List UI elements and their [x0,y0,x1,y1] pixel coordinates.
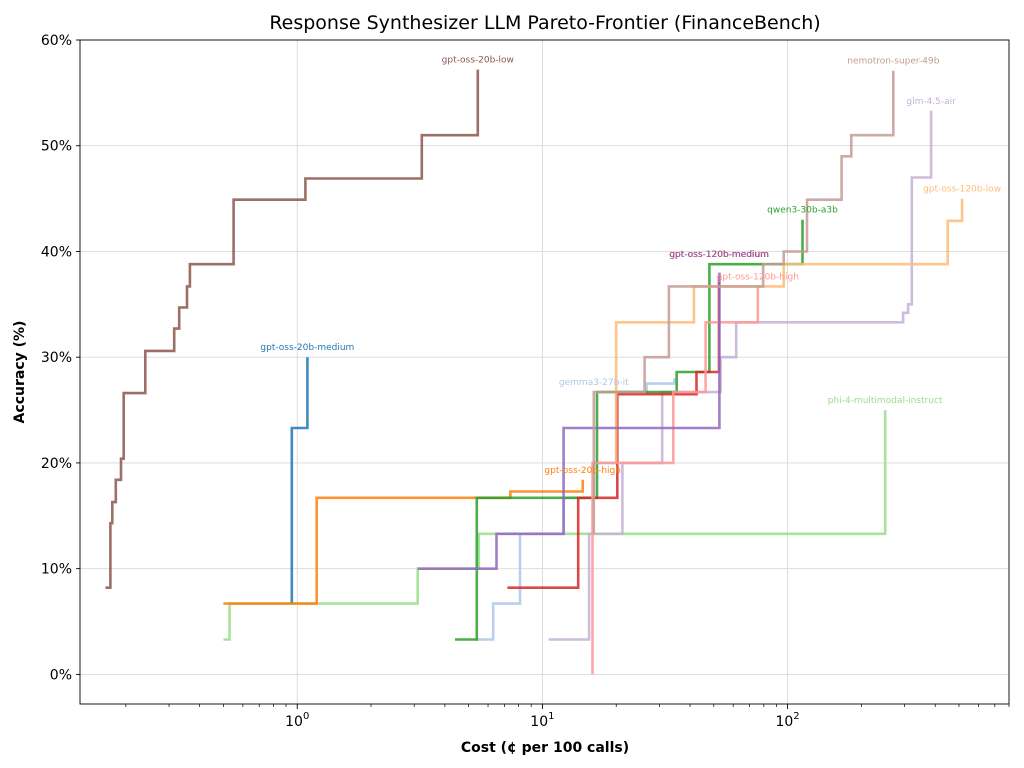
series-label: gpt-oss-120b-medium [669,250,769,260]
y-tick-label: 30% [41,350,72,366]
series-line-glm-4.5-air [548,110,933,641]
x-tick-base: 10 [285,714,303,730]
x-tick-label: 100 [285,711,309,730]
series-label: phi-4-multimodal-instruct [828,396,943,406]
series-label: gemma3-27b-it [559,378,629,388]
series-label: gpt-oss-20b-low [442,56,514,66]
series-label: gpt-oss-120b-low [923,185,1001,195]
chart-title: Response Synthesizer LLM Pareto-Frontier… [269,12,820,34]
series-layer [105,69,964,675]
labels-layer: gpt-oss-20b-low gpt-oss-20b-medium gpt-oss… [260,56,1001,476]
series-label: gpt-oss-20b-medium [260,343,354,353]
x-tick-label: 101 [530,711,554,730]
series-line-nemotron-super-49b [592,70,895,534]
x-tick-exponent: 0 [303,711,309,722]
series-label: glm-4.5-air [906,97,956,107]
series-line-gpt-oss-120b-medium-2 [417,272,721,571]
series-line-gpt-oss-20b-medium [290,357,309,604]
y-tick-label: 50% [41,139,72,155]
y-tick-label: 10% [41,562,72,578]
x-tick-label: 102 [775,711,799,730]
ticks: 0%10%20%30%40%50%60%100 101 102 [41,33,1010,730]
series-label: gpt-oss-20b-high [544,466,621,476]
series-label: gpt-oss-120b-high [717,272,799,282]
series-line-gpt-oss-120b-low [614,198,964,463]
x-tick-exponent: 1 [548,711,554,722]
series-line-gpt-oss-120b-high [591,286,760,675]
series-label: gpt-oss-120b-medium [670,250,770,260]
plot-frame [79,39,1010,705]
x-axis-label: Cost (¢ per 100 calls) [461,740,629,756]
y-tick-label: 0% [50,667,72,683]
x-tick-base: 10 [775,714,793,730]
series-label: qwen3-30b-a3b [767,206,838,216]
x-tick-base: 10 [530,714,548,730]
y-axis-label: Accuracy (%) [12,321,28,424]
series-line-gpt-oss-20b-low [105,69,480,590]
y-tick-label: 20% [41,456,72,472]
series-label: nemotron-super-49b [847,57,939,67]
x-tick-exponent: 2 [793,711,799,722]
y-tick-label: 60% [41,33,72,49]
y-tick-label: 40% [41,244,72,260]
